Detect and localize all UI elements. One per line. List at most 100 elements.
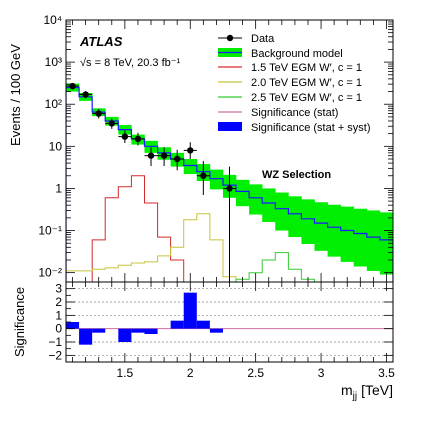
significance-grid <box>66 288 393 356</box>
significance-bar-10 <box>196 320 210 329</box>
significance-bar-6 <box>144 328 158 334</box>
significance-y-tick-label: −1 <box>48 335 62 349</box>
data-point-3 <box>105 118 119 129</box>
data-marker-9 <box>187 147 194 154</box>
legend-sig-syst-label: Significance (stat + syst) <box>251 122 371 134</box>
significance-bar-2 <box>92 328 106 333</box>
significance-bar-8 <box>170 320 184 329</box>
data-marker-2 <box>95 110 102 117</box>
background-band-bin-9 <box>183 159 198 175</box>
legend-wp3-label: 2.5 TeV EGM W′, c = 1 <box>251 92 362 104</box>
significance-bar-1 <box>79 328 93 345</box>
significance-bar-0 <box>66 322 80 329</box>
legend-background: Background model <box>218 48 343 60</box>
legend-wp2: 2.0 TeV EGM W′, c = 1 <box>218 77 362 89</box>
significance-y-tick-label: 2 <box>55 295 62 309</box>
data-marker-3 <box>108 120 115 127</box>
data-marker-10 <box>200 172 207 179</box>
x-axis-label: mjj [TeV] <box>341 382 393 402</box>
x-tick-label: 2 <box>187 366 194 380</box>
main-y-ticks <box>66 19 393 274</box>
data-point-2 <box>92 108 106 119</box>
x-axis-label-unit: [TeV] <box>361 382 393 398</box>
legend-wp1: 1.5 TeV EGM W′, c = 1 <box>218 62 362 74</box>
significance-y-tick-label: −2 <box>48 348 62 362</box>
x-axis-label-sub: jj <box>352 391 357 402</box>
significance-bar-9 <box>183 292 197 329</box>
significance-y-label: Significance <box>12 287 27 357</box>
legend-wp3: 2.5 TeV EGM W′, c = 1 <box>218 92 362 104</box>
main-y-tick-label: 10⁻² <box>38 266 62 280</box>
significance-x-ticks: 1.5 2 2.5 3 3.5 <box>72 282 395 380</box>
x-tick-label: 3.5 <box>378 366 395 380</box>
energy-label: √s = 8 TeV, 20.3 fb⁻¹ <box>80 57 181 69</box>
background-band-bin-15 <box>262 188 276 222</box>
background-band-bin-14 <box>249 184 263 215</box>
data-marker-4 <box>121 133 129 140</box>
data-marker-1 <box>82 91 89 98</box>
background-band <box>66 83 393 275</box>
legend-data-label: Data <box>251 33 275 45</box>
atlas-label: ATLAS <box>79 34 123 49</box>
background-band-bin-11 <box>209 169 224 190</box>
background-band-bin-21 <box>340 206 355 262</box>
main-y-tick-label: 10³ <box>45 55 62 69</box>
signal-1p5-line <box>91 175 185 282</box>
background-band-bin-20 <box>327 204 341 257</box>
significance-bar-4 <box>118 328 132 342</box>
x-axis-label-main: m <box>341 382 353 398</box>
significance-y-tick-label: 3 <box>55 282 62 296</box>
background-band-bin-23 <box>366 210 381 271</box>
data-marker-8 <box>173 155 181 163</box>
main-y-tick-label: 1 <box>55 181 62 195</box>
main-y-tick-label: 10 <box>49 139 63 153</box>
data-marker-5 <box>134 135 142 143</box>
legend-sig-stat: Significance (stat) <box>218 107 338 119</box>
data-point-4 <box>118 130 132 143</box>
selection-label: WZ Selection <box>262 169 331 181</box>
data-point-10 <box>196 160 210 195</box>
data-marker-11 <box>226 185 233 192</box>
main-y-tick-label: 10² <box>45 97 62 111</box>
main-y-tick-label: 10⁴ <box>43 13 62 27</box>
data-point-9 <box>183 142 197 160</box>
data-point-6 <box>144 147 158 167</box>
significance-bar-5 <box>131 328 145 333</box>
legend-wp1-label: 1.5 TeV EGM W′, c = 1 <box>251 62 362 74</box>
signal-2p0-line <box>66 213 237 282</box>
legend-background-label: Background model <box>251 48 343 60</box>
x-tick-label: 1.5 <box>117 366 134 380</box>
background-band-bin-18 <box>301 199 315 244</box>
main-panel: 10⁻² 10⁻¹ 1 10 10² 10³ 10⁴ Events / 100 GeV AT… <box>8 13 394 283</box>
data-point-11 <box>222 166 237 282</box>
x-tick-label: 3 <box>318 366 325 380</box>
legend-sig-stat-label: Significance (stat) <box>251 107 338 119</box>
main-y-tick-labels: 10⁻² 10⁻¹ 1 10 10² 10³ 10⁴ <box>38 13 62 280</box>
data-marker-7 <box>160 152 168 159</box>
legend: Data Background model 1.5 TeV EGM W′, c … <box>218 33 371 134</box>
main-x-ticks <box>72 20 387 282</box>
x-tick-label: 2.5 <box>247 366 264 380</box>
significance-bars <box>66 292 223 345</box>
background-band-bin-19 <box>314 202 328 251</box>
data-marker-icon <box>226 34 234 42</box>
significance-bar-11 <box>209 328 223 333</box>
data-points <box>66 82 237 282</box>
data-point-8 <box>170 149 184 171</box>
significance-frame <box>65 281 394 363</box>
y-axis-label: Events / 100 GeV <box>8 44 23 146</box>
signal-2p5-line <box>235 252 315 282</box>
background-band-bin-22 <box>353 208 368 267</box>
significance-y-tick-label: 0 <box>55 322 62 336</box>
background-band-bin-24 <box>379 212 393 275</box>
data-marker-6 <box>147 152 155 159</box>
sig-syst-swatch-icon <box>218 122 242 131</box>
background-band-bin-17 <box>288 196 302 238</box>
legend-data: Data <box>218 33 275 45</box>
background-band-bin-16 <box>275 192 289 231</box>
legend-sig-syst: Significance (stat + syst) <box>218 122 371 134</box>
data-point-1 <box>79 91 93 99</box>
